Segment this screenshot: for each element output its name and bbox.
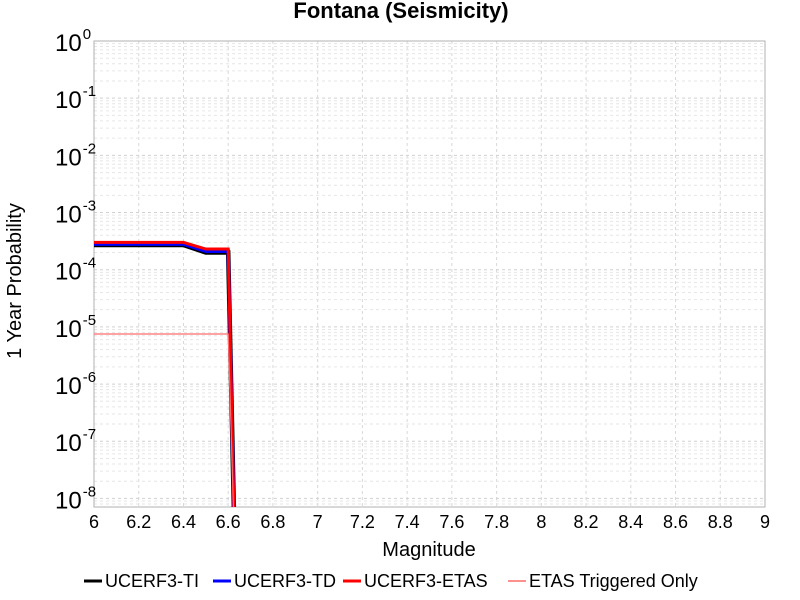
x-tick-label: 6.6	[216, 512, 241, 532]
chart-title: Fontana (Seismicity)	[293, 0, 508, 23]
x-tick-label: 7	[313, 512, 323, 532]
series-line-ucerf3-td	[94, 242, 236, 507]
x-tick-label: 6.8	[260, 512, 285, 532]
plot-frame	[93, 40, 766, 508]
x-tick-label: 7.2	[350, 512, 375, 532]
y-tick-label: 10-3	[55, 198, 96, 229]
legend: UCERF3-TI UCERF3-TD UCERF3-ETAS ETAS Trigge…	[84, 571, 698, 591]
series-line-ucerf3-etas	[94, 240, 236, 507]
y-tick-label: 10-8	[55, 483, 96, 514]
x-axis-label: Magnitude	[382, 539, 475, 561]
x-tick-label: 9	[760, 512, 770, 532]
x-tick-labels: 6 6.2 6.4 6.6 6.8 7 7.2 7.4 7.6 7.8 8 8.2 8.4 8.6 8.8 9	[89, 512, 770, 532]
y-tick-label: 100	[55, 26, 91, 57]
legend-label: UCERF3-TD	[234, 571, 336, 591]
grid-lines	[93, 40, 766, 507]
x-tick-label: 8.4	[618, 512, 643, 532]
y-tick-label: 10-1	[55, 83, 96, 114]
legend-label: UCERF3-ETAS	[364, 571, 488, 591]
x-tick-label: 7.4	[395, 512, 420, 532]
series-line-ucerf3-ti	[94, 242, 237, 507]
y-tick-label: 10-6	[55, 369, 96, 400]
x-tick-label: 6.4	[171, 512, 196, 532]
legend-label: UCERF3-TI	[105, 571, 199, 591]
x-tick-label: 6.2	[126, 512, 151, 532]
y-tick-label: 10-5	[55, 312, 96, 343]
y-tick-label: 10-2	[55, 140, 96, 171]
x-tick-label: 8.2	[574, 512, 599, 532]
x-tick-label: 7.8	[484, 512, 509, 532]
series-line-etas-triggered-only	[94, 333, 235, 507]
x-tick-label: 7.6	[439, 512, 464, 532]
x-tick-label: 6	[89, 512, 99, 532]
y-axis-label: 1 Year Probability	[4, 203, 26, 359]
series-lines	[94, 240, 237, 507]
y-tick-label: 10-4	[55, 255, 96, 286]
legend-label: ETAS Triggered Only	[529, 571, 698, 591]
y-tick-labels: 100 10-1 10-2 10-3 10-4 10-5 10-6 10-7 10-8	[55, 26, 96, 514]
x-tick-label: 8.8	[708, 512, 733, 532]
x-tick-label: 8.6	[663, 512, 688, 532]
y-tick-label: 10-7	[55, 426, 96, 457]
x-tick-label: 8	[536, 512, 546, 532]
